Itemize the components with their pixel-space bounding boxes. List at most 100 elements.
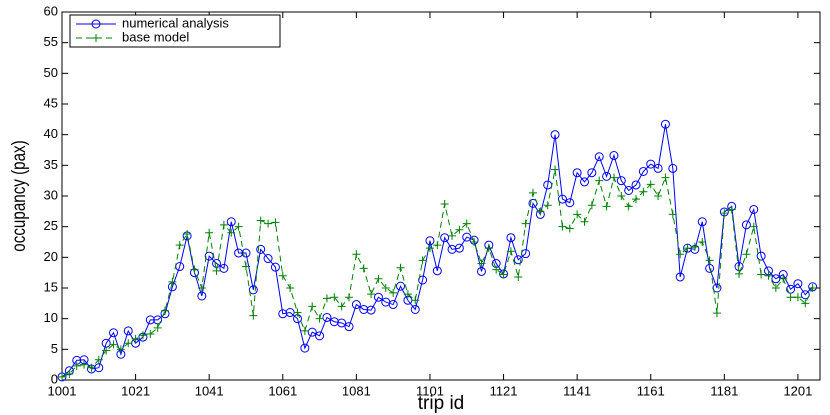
y-tick-label: 60 — [44, 3, 58, 18]
x-tick-label: 1021 — [121, 383, 150, 398]
marker — [580, 177, 590, 187]
marker — [771, 284, 780, 292]
marker — [293, 308, 302, 317]
marker — [668, 210, 677, 219]
marker — [219, 263, 229, 273]
marker — [256, 216, 265, 225]
marker — [595, 176, 604, 185]
marker — [779, 274, 788, 283]
marker — [308, 302, 317, 311]
marker — [470, 238, 479, 246]
marker — [712, 309, 721, 318]
marker — [263, 254, 273, 264]
marker — [808, 284, 817, 292]
x-tick-label: 1201 — [783, 383, 812, 398]
marker — [440, 233, 450, 243]
marker — [300, 326, 309, 335]
marker — [616, 176, 626, 186]
marker — [109, 328, 119, 338]
marker — [764, 271, 773, 280]
marker — [462, 232, 472, 242]
marker — [146, 330, 155, 338]
marker — [484, 244, 493, 253]
marker — [168, 277, 177, 286]
marker — [256, 244, 266, 254]
marker — [800, 290, 810, 300]
marker — [749, 204, 759, 214]
y-tick-label: 45 — [44, 95, 58, 110]
marker — [145, 315, 155, 325]
marker — [742, 250, 751, 259]
marker — [219, 220, 228, 229]
marker — [234, 248, 244, 258]
marker — [190, 265, 199, 274]
marker — [786, 293, 795, 302]
marker — [72, 361, 81, 370]
marker — [248, 285, 258, 295]
marker — [675, 272, 685, 282]
marker — [65, 369, 74, 378]
marker — [388, 300, 398, 310]
marker — [367, 290, 376, 299]
marker — [102, 346, 111, 355]
marker — [183, 230, 192, 239]
marker — [609, 151, 619, 161]
marker — [212, 266, 221, 275]
marker — [587, 168, 597, 178]
y-tick-label: 25 — [44, 218, 58, 233]
marker — [124, 339, 133, 348]
marker — [315, 331, 325, 341]
x-tick-label: 1041 — [195, 383, 224, 398]
marker — [506, 247, 515, 256]
marker — [646, 159, 656, 169]
marker — [624, 202, 633, 211]
marker — [632, 195, 641, 204]
marker — [551, 165, 560, 174]
marker — [80, 360, 89, 369]
marker — [550, 130, 560, 140]
marker — [226, 217, 236, 227]
marker — [653, 163, 663, 173]
marker — [572, 168, 582, 178]
marker — [594, 152, 604, 162]
marker — [329, 317, 339, 327]
marker — [373, 292, 383, 302]
marker — [109, 340, 118, 349]
marker — [322, 312, 332, 322]
marker — [602, 171, 612, 181]
marker — [131, 334, 140, 343]
marker — [624, 185, 634, 195]
marker — [536, 207, 545, 216]
marker — [609, 173, 618, 182]
marker — [241, 248, 251, 258]
marker — [351, 300, 361, 310]
marker — [698, 238, 707, 246]
y-tick-label: 5 — [51, 341, 58, 356]
x-tick-label: 1121 — [490, 383, 518, 398]
marker — [249, 311, 258, 320]
marker — [477, 259, 486, 268]
y-tick-label: 35 — [44, 157, 58, 172]
marker — [337, 318, 347, 328]
marker — [455, 225, 464, 234]
y-tick-label: 20 — [44, 249, 58, 264]
y-tick-label: 0 — [51, 371, 58, 386]
y-tick-label: 50 — [44, 65, 58, 80]
plot-frame — [61, 11, 821, 381]
marker — [330, 293, 339, 302]
x-tick-label: 1001 — [48, 383, 77, 398]
x-tick-label: 1061 — [268, 383, 297, 398]
x-tick-label: 1101 — [416, 383, 444, 398]
marker — [521, 219, 530, 228]
marker — [389, 288, 398, 297]
marker — [286, 284, 295, 292]
marker — [573, 210, 582, 219]
marker — [631, 180, 641, 190]
marker — [58, 372, 66, 381]
marker — [87, 363, 96, 372]
marker — [432, 266, 442, 276]
y-axis-label: occupancy (pax) — [7, 140, 29, 251]
y-tick-label: 40 — [44, 126, 58, 141]
marker — [654, 192, 663, 200]
